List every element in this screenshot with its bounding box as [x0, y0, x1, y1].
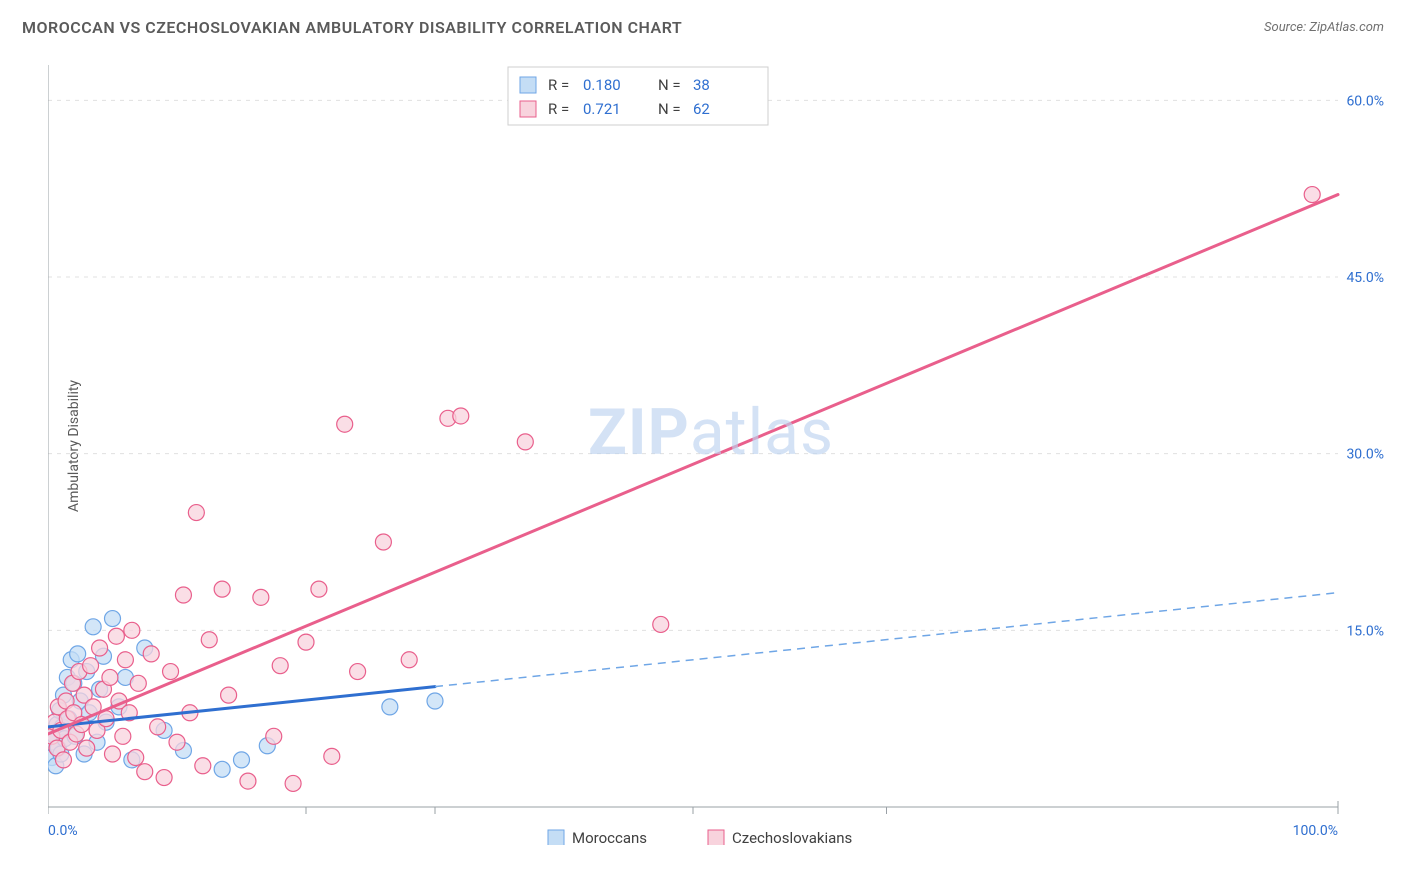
- svg-text:R =: R =: [548, 76, 569, 94]
- chart-title: MOROCCAN VS CZECHOSLOVAKIAN AMBULATORY D…: [22, 18, 682, 37]
- svg-text:38: 38: [693, 76, 710, 94]
- svg-text:45.0%: 45.0%: [1346, 270, 1384, 286]
- svg-text:N =: N =: [658, 76, 681, 94]
- svg-text:100.0%: 100.0%: [1293, 823, 1338, 839]
- svg-text:Moroccans: Moroccans: [572, 829, 647, 845]
- svg-text:30.0%: 30.0%: [1346, 447, 1384, 463]
- svg-text:N =: N =: [658, 100, 681, 118]
- svg-text:0.0%: 0.0%: [48, 823, 78, 839]
- svg-text:0.180: 0.180: [583, 76, 621, 94]
- svg-text:62: 62: [693, 100, 710, 118]
- chart-svg: 15.0% 30.0% 45.0% 60.0% 0.0% 100.0% R = 0.180 N …: [48, 55, 1388, 845]
- source-label: Source: ZipAtlas.com: [1264, 20, 1384, 35]
- svg-text:0.721: 0.721: [583, 100, 621, 118]
- svg-text:R =: R =: [548, 100, 569, 118]
- correlation-chart: 15.0% 30.0% 45.0% 60.0% 0.0% 100.0% R = 0.180 N …: [48, 55, 1388, 845]
- svg-text:15.0%: 15.0%: [1346, 623, 1384, 639]
- svg-text:60.0%: 60.0%: [1346, 93, 1384, 109]
- svg-text:Czechoslovakians: Czechoslovakians: [732, 829, 852, 845]
